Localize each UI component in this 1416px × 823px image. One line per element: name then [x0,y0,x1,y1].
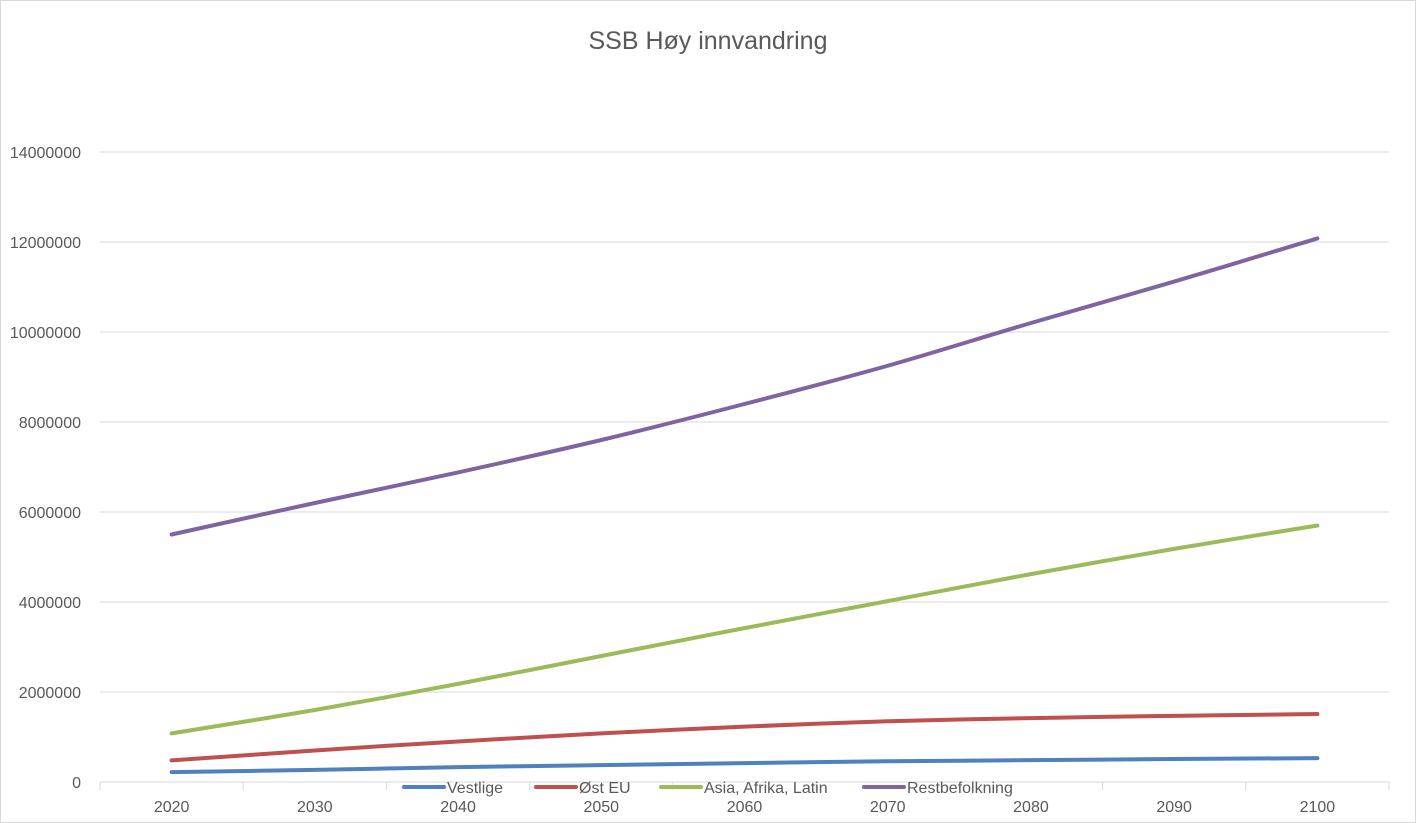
x-tick-label: 2080 [1013,799,1049,816]
legend-item: Øst EU [534,780,631,797]
x-tick-label: 2040 [440,799,476,816]
legend-item: Restbefolkning [862,780,1013,797]
legend: Vestlige Øst EU Asia, Afrika, Latin Restbef… [402,780,1013,797]
x-tick-label: 2030 [297,799,333,816]
series-line-st-eu [169,712,1320,763]
y-tick-label: 14000000 [10,145,81,162]
x-tick-label: 2100 [1300,799,1336,816]
series-line-vestlige [169,756,1320,775]
x-tick-label: 2060 [727,799,763,816]
y-tick-label: 0 [72,775,81,792]
series-line-restbefolkning [169,236,1320,537]
y-tick-label: 4000000 [19,595,81,612]
legend-label: Restbefolkning [907,780,1013,797]
y-tick-label: 10000000 [10,325,81,342]
legend-item: Vestlige [402,780,503,797]
y-tick-label: 8000000 [19,415,81,432]
x-tick-label: 2050 [583,799,619,816]
x-tick-label: 2090 [1156,799,1192,816]
series-line-asia-afrika-latin [169,523,1320,736]
x-tick-label: 2020 [154,799,190,816]
gridlines [100,151,1389,693]
chart-title: SSB Høy innvandring [588,27,828,55]
legend-item: Asia, Afrika, Latin [659,780,828,797]
y-tick-label: 12000000 [10,235,81,252]
legend-label: Asia, Afrika, Latin [704,780,828,797]
y-tick-label: 2000000 [19,685,81,702]
x-tick-label: 2070 [870,799,906,816]
legend-label: Vestlige [447,780,503,797]
y-tick-label: 6000000 [19,505,81,522]
series-lines [169,236,1320,775]
legend-label: Øst EU [579,780,631,797]
x-axis: 0 2000000 4000000 6000000 8000000 10000000 120… [10,145,1390,816]
